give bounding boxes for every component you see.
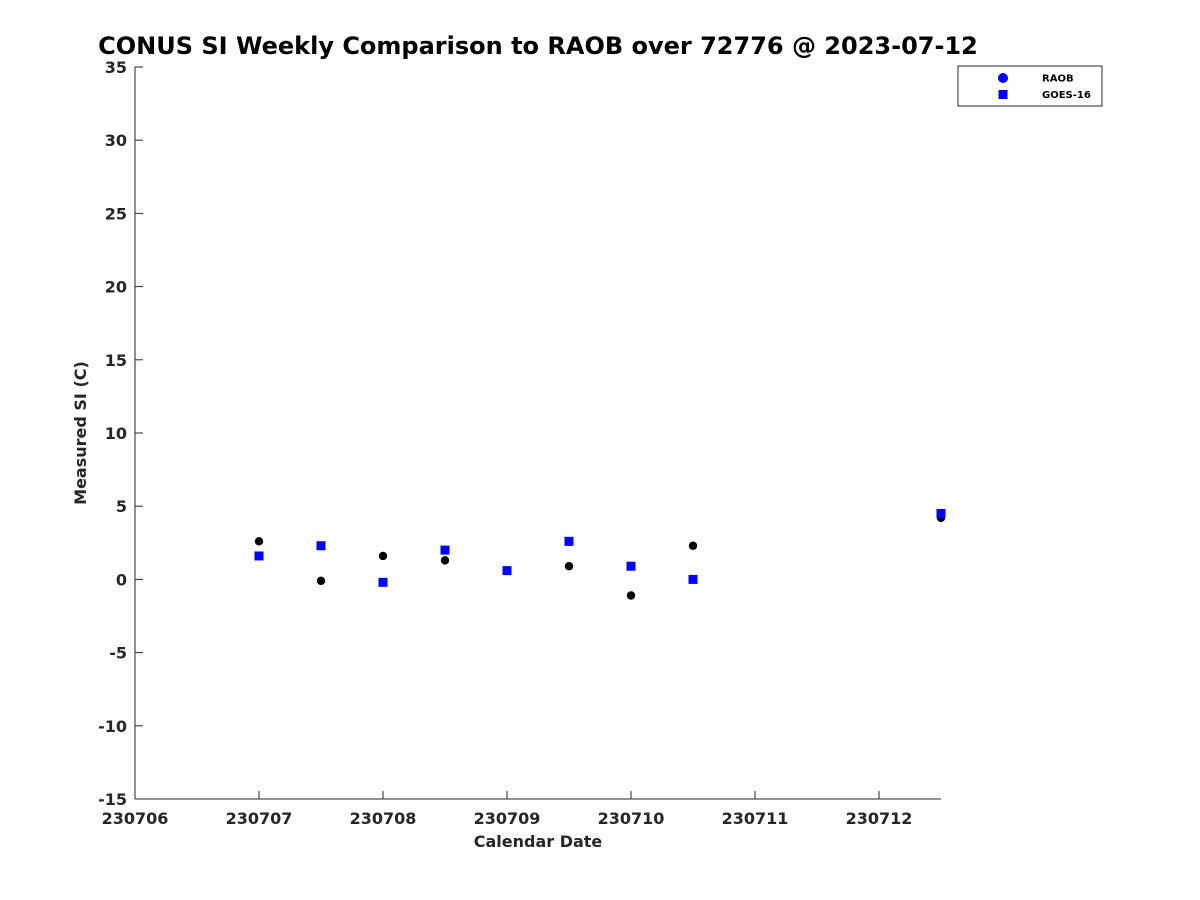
goes-16-point (688, 574, 698, 584)
goes-16-point (316, 541, 326, 551)
x-tick-label: 230709 (474, 809, 541, 828)
x-axis-label: Calendar Date (474, 832, 603, 851)
axes: -15 -10 -5 0 5 10 15 20 25 30 35 230706 230707 230708… (98, 58, 941, 828)
legend-raob-marker (998, 73, 1008, 83)
y-tick-label: -10 (98, 717, 127, 736)
x-tick-label: 230711 (722, 809, 789, 828)
goes-16-point (502, 566, 512, 576)
goes-16-point (378, 577, 388, 587)
y-axis-label: Measured SI (C) (71, 361, 90, 505)
x-tick-label: 230707 (226, 809, 293, 828)
legend: RAOB GOES-16 (957, 65, 1103, 107)
raob-point (440, 556, 450, 565)
y-tick-label: 10 (105, 424, 127, 443)
goes-16-point (564, 536, 574, 546)
y-tick-label: 5 (116, 497, 127, 516)
raob-point (316, 576, 326, 586)
legend-box (957, 65, 1103, 107)
y-tick-label: 20 (105, 278, 127, 297)
goes-16-point (440, 545, 450, 555)
raob-point (688, 541, 698, 550)
y-tick-label: 0 (116, 570, 127, 589)
series-raob (254, 513, 946, 600)
x-tick-label: 230712 (846, 809, 913, 828)
y-tick-label: 15 (105, 351, 127, 370)
data-marks (254, 509, 946, 600)
chart-title: CONUS SI Weekly Comparison to RAOB over … (98, 32, 978, 60)
y-tick-label: 35 (105, 58, 127, 77)
y-tick-label: -5 (109, 644, 127, 663)
raob-point (378, 551, 388, 561)
y-tick-label: 25 (105, 204, 127, 223)
goes-16-point (626, 561, 636, 571)
x-tick-label: 230710 (598, 809, 665, 828)
legend-label: RAOB (1042, 74, 1074, 85)
raob-point (564, 562, 574, 571)
goes-16-point (936, 509, 946, 519)
raob-point (254, 537, 264, 546)
goes-16-point (254, 551, 264, 561)
y-tick-label: 30 (105, 131, 127, 150)
x-tick-label: 230706 (102, 809, 169, 828)
legend-label: GOES-16 (1042, 90, 1091, 101)
raob-point (626, 591, 636, 600)
y-tick-label: -15 (98, 790, 127, 809)
series-goes-16 (254, 509, 946, 587)
legend-goes-16-marker (998, 90, 1008, 99)
x-tick-label: 230708 (350, 809, 417, 828)
